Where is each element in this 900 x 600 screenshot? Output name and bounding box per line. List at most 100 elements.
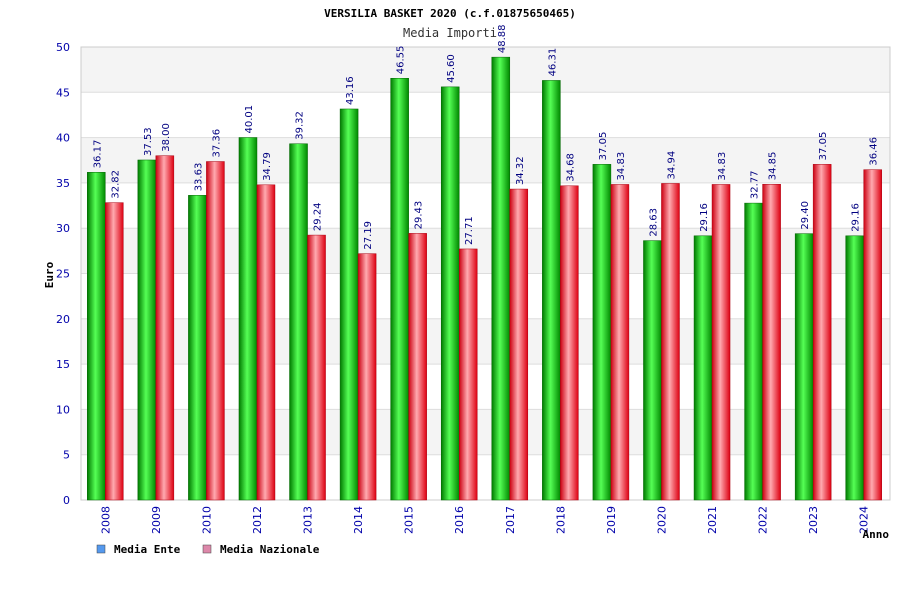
bar-media-nazionale-2020 [661, 183, 680, 501]
x-tick-label: 2018 [554, 506, 567, 534]
x-tick-label: 2024 [858, 506, 871, 534]
value-label-media-ente-2008: 36.17 [92, 140, 103, 169]
x-tick-label: 2021 [706, 506, 719, 534]
bar-media-nazionale-2014 [357, 253, 377, 501]
bar-media-ente-2017 [491, 56, 511, 501]
y-tick-label: 45 [56, 86, 70, 99]
value-label-media-nazionale-2013: 29.24 [313, 202, 324, 231]
y-tick-label: 10 [56, 403, 70, 416]
y-tick-label: 40 [56, 132, 70, 145]
y-tick-label: 0 [63, 494, 70, 507]
value-label-media-nazionale-2014: 27.19 [363, 221, 374, 250]
bar-media-nazionale-2022 [762, 184, 781, 501]
bar-media-nazionale-2017 [509, 188, 529, 501]
value-label-media-ente-2016: 45.60 [446, 54, 457, 83]
chart-title: VERSILIA BASKET 2020 (c.f.01875650465) [324, 7, 576, 20]
bar-media-ente-2010 [188, 195, 207, 501]
x-tick-label: 2019 [605, 506, 618, 534]
value-label-media-nazionale-2010: 37.36 [211, 129, 222, 158]
value-label-media-nazionale-2009: 38.00 [161, 123, 172, 152]
y-tick-label: 30 [56, 222, 70, 235]
value-label-media-nazionale-2021: 34.83 [717, 152, 728, 181]
bar-media-ente-2024 [845, 235, 864, 501]
bar-media-ente-2015 [390, 78, 409, 501]
bar-media-ente-2019 [592, 164, 612, 501]
bar-media-nazionale-2012 [256, 184, 276, 501]
bar-media-ente-2009 [137, 159, 157, 501]
bar-media-ente-2023 [794, 233, 814, 501]
legend-swatch-media-ente [96, 544, 106, 554]
bar-media-ente-2022 [744, 202, 763, 501]
value-label-media-nazionale-2008: 32.82 [110, 170, 121, 199]
grid-band [81, 92, 890, 138]
value-label-media-nazionale-2023: 37.05 [818, 132, 829, 161]
plot-border [80, 46, 891, 501]
bars [87, 56, 882, 501]
bar-media-nazionale-2016 [458, 248, 478, 501]
value-label-media-ente-2021: 29.16 [699, 203, 710, 232]
bar-media-nazionale-2013 [307, 234, 326, 501]
bar-media-ente-2016 [440, 86, 460, 501]
value-label-media-nazionale-2022: 34.85 [768, 152, 779, 181]
y-tick-label: 25 [56, 268, 70, 281]
x-tick-label: 2023 [807, 506, 820, 534]
value-label-media-ente-2020: 28.63 [648, 208, 659, 237]
legend-label-media-nazionale: Media Nazionale [220, 543, 320, 556]
bar-media-nazionale-2008 [105, 202, 124, 501]
y-tick-label: 20 [56, 313, 70, 326]
bar-media-ente-2021 [693, 235, 713, 501]
x-tick-label: 2020 [655, 506, 668, 534]
y-tick-label: 35 [56, 177, 70, 190]
y-tick-label: 5 [63, 449, 70, 462]
x-tick-label: 2014 [352, 506, 365, 534]
x-tick-label: 2009 [150, 506, 163, 534]
value-label-media-nazionale-2012: 34.79 [262, 152, 273, 181]
bar-media-ente-2018 [542, 80, 561, 501]
bar-media-nazionale-2023 [812, 164, 832, 501]
bar-media-nazionale-2018 [560, 185, 579, 501]
bar-media-ente-2013 [289, 143, 308, 501]
legend-item-media-nazionale: Media Nazionale [202, 543, 320, 556]
x-tick-label: 2017 [504, 506, 517, 534]
value-labels: 36.17 32.82 37.53 38.00 33.63 37.36 40.01 34.79… [92, 25, 879, 250]
bar-media-nazionale-2021 [711, 184, 731, 501]
bar-media-nazionale-2009 [155, 155, 175, 501]
value-label-media-nazionale-2024: 36.46 [869, 137, 880, 166]
x-tick-label: 2013 [302, 506, 315, 534]
value-label-media-nazionale-2015: 29.43 [414, 201, 425, 230]
value-label-media-ente-2017: 48.88 [497, 25, 508, 54]
y-axis-title: Euro [43, 261, 56, 288]
chart-subtitle: Media Importi [403, 26, 497, 40]
value-label-media-ente-2015: 46.55 [396, 46, 407, 75]
bar-media-nazionale-2019 [610, 184, 630, 501]
value-label-media-ente-2009: 37.53 [143, 127, 154, 156]
bar-media-ente-2014 [339, 108, 359, 501]
y-axis-ticks: 0 5 10 15 20 25 30 35 40 45 50 [56, 41, 70, 507]
value-label-media-nazionale-2020: 34.94 [666, 151, 677, 180]
y-tick-label: 15 [56, 358, 70, 371]
value-label-media-ente-2012: 40.01 [244, 105, 255, 134]
legend-item-media-ente: Media Ente [96, 543, 181, 556]
value-label-media-ente-2018: 46.31 [547, 48, 558, 77]
value-label-media-ente-2010: 33.63 [193, 163, 204, 192]
value-label-media-nazionale-2019: 34.83 [616, 152, 627, 181]
legend-swatch-media-nazionale [202, 544, 212, 554]
x-tick-label: 2016 [453, 506, 466, 534]
legend: Media Ente Media Nazionale [96, 543, 320, 556]
x-tick-label: 2010 [200, 506, 213, 534]
value-label-media-nazionale-2018: 34.68 [565, 153, 576, 182]
x-tick-label: 2015 [403, 506, 416, 534]
value-label-media-ente-2022: 32.77 [750, 170, 761, 199]
y-tick-label: 50 [56, 41, 70, 54]
x-tick-label: 2008 [99, 506, 112, 534]
value-label-media-nazionale-2017: 34.32 [515, 156, 526, 185]
legend-label-media-ente: Media Ente [114, 543, 181, 556]
value-label-media-nazionale-2016: 27.71 [464, 216, 475, 245]
x-axis-ticks: 2008 2009 2010 2012 2013 2014 2015 2016 2017 2018… [99, 506, 870, 534]
grid-band [81, 47, 890, 93]
bar-media-ente-2012 [238, 137, 258, 501]
value-label-media-ente-2013: 39.32 [295, 111, 306, 140]
value-label-media-ente-2014: 43.16 [345, 76, 356, 105]
bar-media-ente-2020 [643, 240, 662, 501]
